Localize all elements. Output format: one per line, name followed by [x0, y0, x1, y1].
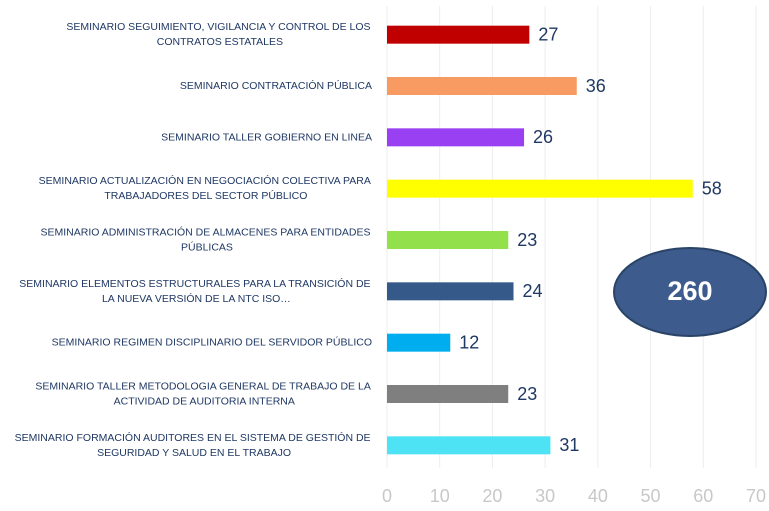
value-label: 27: [538, 24, 558, 44]
category-label: SEMINARIO CONTRATACIÓN PÚBLICA: [180, 79, 372, 92]
bar: [387, 77, 577, 95]
value-label: 26: [533, 127, 553, 147]
value-label: 58: [702, 178, 722, 198]
bar: [387, 128, 525, 147]
value-label: 12: [459, 332, 479, 352]
value-label: 23: [517, 230, 537, 250]
category-label: SEMINARIO TALLER METODOLOGIA GENERAL DE …: [35, 380, 373, 407]
category-label: SEMINARIO ACTUALIZACIÓN EN NEGOCIACIÓN C…: [39, 174, 374, 202]
bar: [387, 282, 514, 301]
bar: [387, 436, 551, 455]
bar: [387, 25, 530, 44]
x-tick-label: 30: [535, 486, 555, 506]
value-label: 36: [586, 76, 606, 96]
total-annotation: 260: [613, 247, 767, 337]
x-tick-label: 10: [430, 486, 450, 506]
bar: [387, 231, 509, 249]
x-tick-label: 50: [641, 486, 661, 506]
category-label: SEMINARIO TALLER GOBIERNO EN LINEA: [161, 131, 372, 143]
bar: [387, 333, 451, 352]
annotation-text: 260: [667, 276, 712, 306]
bar: [387, 385, 509, 403]
x-tick-label: 0: [382, 486, 392, 506]
category-label: SEMINARIO REGIMEN DISCIPLINARIO DEL SERV…: [52, 335, 372, 348]
annotation-ellipse: [613, 247, 767, 337]
value-label: 23: [517, 384, 537, 404]
value-label: 31: [559, 435, 579, 455]
category-label: SEMINARIO ADMINISTRACIÓN DE ALMACENES PA…: [40, 225, 373, 253]
x-tick-label: 60: [693, 486, 713, 506]
x-tick-label: 40: [588, 486, 608, 506]
x-tick-label: 70: [746, 486, 766, 506]
value-label: 24: [523, 281, 543, 301]
x-tick-label: 20: [482, 486, 502, 506]
category-label: SEMINARIO FORMACIÓN AUDITORES EN EL SIST…: [15, 431, 374, 459]
category-label: SEMINARIO ELEMENTOS ESTRUCTURALES PARA L…: [19, 277, 373, 305]
category-label: SEMINARIO SEGUIMIENTO, VIGILANCIA Y CONT…: [66, 21, 373, 48]
bar: [387, 179, 693, 198]
